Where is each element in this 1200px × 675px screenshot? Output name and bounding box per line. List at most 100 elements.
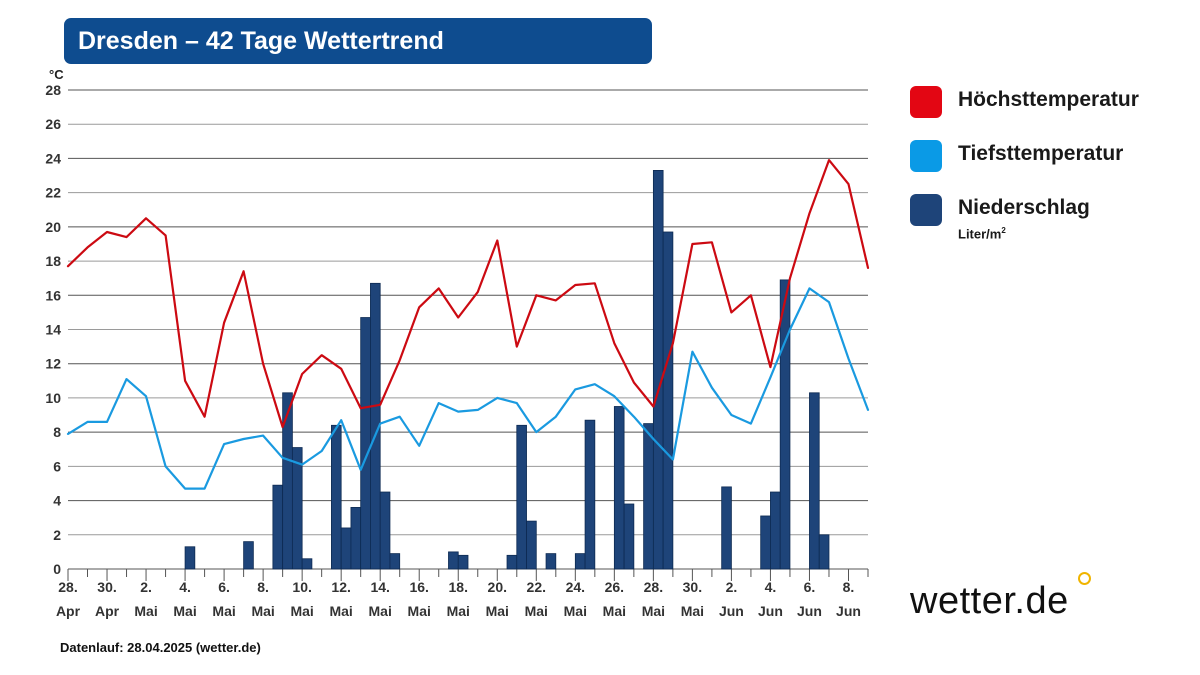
precipitation-bar (360, 317, 371, 570)
x-tick-label-day: 24. (566, 579, 585, 595)
precipitation-bar (613, 406, 625, 570)
x-tick-label-month: Mai (134, 603, 157, 619)
y-tick-label: 12 (45, 356, 61, 372)
precipitation-bar (379, 491, 391, 570)
x-tick-label-month: Mai (290, 603, 313, 619)
y-tick-label: 28 (45, 82, 61, 98)
chart-title: Dresden – 42 Tage Wettertrend (78, 27, 444, 55)
precipitation-bar (340, 527, 352, 570)
precipitation-bar (545, 553, 557, 570)
x-tick-label-day: 30. (683, 579, 702, 595)
precipitation-bar (818, 534, 830, 570)
precipitation-bar (516, 424, 527, 570)
y-tick-label: 24 (45, 150, 61, 166)
precipitation-bar (779, 279, 791, 570)
x-tick-label-month: Jun (797, 603, 822, 619)
x-tick-label-month: Mai (564, 603, 587, 619)
x-tick-label-month: Apr (56, 603, 81, 619)
precipitation-bar (643, 423, 654, 570)
x-tick-label-day: 4. (765, 579, 777, 595)
precipitation-bar (282, 392, 293, 570)
y-tick-label: 18 (45, 253, 61, 269)
precipitation-bar (721, 486, 732, 570)
x-tick-label-month: Mai (447, 603, 470, 619)
precipitation-bar (243, 541, 254, 570)
precipitation-bar (584, 419, 596, 570)
x-tick-label-month: Mai (408, 603, 431, 619)
max-temp-line (66, 159, 870, 429)
x-tick-label-day: 30. (97, 579, 116, 595)
precipitation-bar (331, 424, 342, 570)
x-tick-label-day: 14. (370, 579, 389, 595)
legend-item-max-temp: Höchsttemperatur (910, 86, 1190, 140)
y-tick-label: 22 (45, 185, 61, 201)
y-tick-label: 10 (45, 390, 61, 406)
x-tick-label-day: 18. (449, 579, 468, 595)
x-tick-label-month: Jun (719, 603, 744, 619)
min-temp-line (66, 287, 870, 490)
x-tick-label-day: 28. (644, 579, 663, 595)
precipitation-bar (291, 447, 303, 570)
brand-logo: wetter.de (910, 580, 1069, 622)
precipitation-bar (662, 231, 674, 570)
x-tick-label-month: Mai (525, 603, 548, 619)
y-tick-label: 20 (45, 219, 61, 235)
x-tick-label-month: Jun (836, 603, 861, 619)
precipitation-bar (448, 551, 459, 570)
x-tick-label-month: Jun (758, 603, 783, 619)
x-tick-label-day: 6. (218, 579, 230, 595)
y-tick-label: 2 (53, 527, 61, 543)
x-tick-label-day: 2. (140, 579, 152, 595)
x-tick-label-day: 2. (726, 579, 738, 595)
x-tick-label-day: 6. (804, 579, 816, 595)
x-tick-label-month: Mai (486, 603, 509, 619)
x-tick-label-month: Mai (212, 603, 235, 619)
y-tick-label: 14 (45, 322, 61, 338)
chart-title-banner: Dresden – 42 Tage Wettertrend (64, 18, 652, 64)
precipitation-bar (574, 553, 586, 570)
precipitation-bar (809, 392, 820, 570)
y-tick-label: 16 (45, 287, 61, 303)
legend-swatch-max-temp (910, 86, 942, 118)
precipitation-bar (623, 503, 635, 570)
precipitation-bar (457, 554, 469, 570)
legend-label-min-temp: Tiefsttemperatur (958, 142, 1124, 165)
legend-label-max-temp: Höchsttemperatur (958, 88, 1139, 111)
x-tick-label-day: 4. (179, 579, 191, 595)
precipitation-bar (760, 515, 771, 570)
precipitation-bar (301, 558, 313, 570)
precipitation-bar (350, 507, 362, 570)
x-tick-label-month: Mai (329, 603, 352, 619)
y-tick-label: 6 (53, 458, 61, 474)
x-tick-label-month: Mai (173, 603, 196, 619)
x-tick-label-day: 12. (331, 579, 350, 595)
chart-legend: Höchsttemperatur Tiefsttemperatur Nieder… (910, 86, 1190, 248)
x-tick-label-month: Mai (681, 603, 704, 619)
precipitation-bar (506, 554, 518, 570)
precipitation-bar (652, 170, 664, 570)
x-tick-label-day: 26. (605, 579, 624, 595)
y-tick-label: 0 (53, 561, 61, 577)
precipitation-bar (184, 546, 196, 570)
data-run-footnote: Datenlauf: 28.04.2025 (wetter.de) (60, 640, 261, 655)
precipitation-bar (389, 553, 401, 570)
y-axis-unit: °C (49, 67, 64, 82)
y-tick-label: 26 (45, 116, 61, 132)
x-tick-label-day: 8. (843, 579, 855, 595)
x-tick-label-month: Apr (95, 603, 120, 619)
legend-item-precipitation: Niederschlag Liter/m2 (910, 194, 1190, 248)
x-tick-label-month: Mai (603, 603, 626, 619)
precipitation-bar (526, 520, 537, 570)
x-tick-label-day: 10. (292, 579, 311, 595)
brand-logo-dot-icon (1078, 572, 1091, 585)
x-tick-label-day: 20. (488, 579, 507, 595)
x-tick-label-day: 28. (58, 579, 77, 595)
legend-item-min-temp: Tiefsttemperatur (910, 140, 1190, 194)
x-tick-label-day: 8. (257, 579, 269, 595)
x-tick-label-day: 22. (527, 579, 546, 595)
y-tick-label: 4 (53, 493, 61, 509)
legend-label-precipitation: Niederschlag (958, 196, 1090, 219)
legend-unit-precipitation: Liter/m2 (958, 226, 1006, 242)
y-tick-label: 8 (53, 424, 61, 440)
